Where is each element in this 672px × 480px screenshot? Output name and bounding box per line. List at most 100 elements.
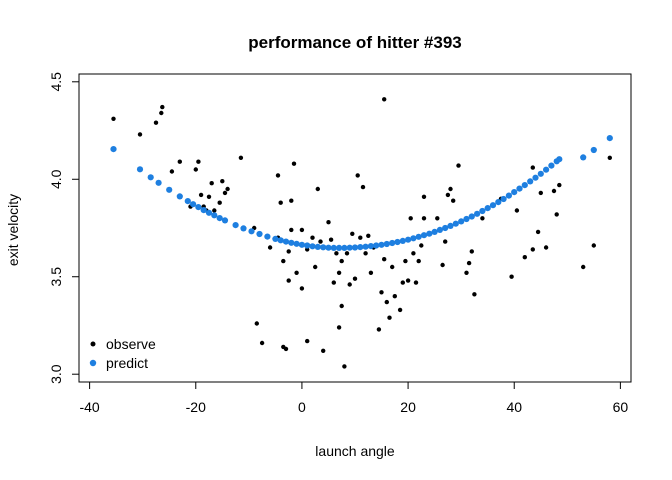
observed-point	[379, 290, 384, 295]
observed-point	[217, 200, 222, 205]
observed-point	[464, 270, 469, 275]
observed-point	[581, 264, 586, 270]
predicted-point	[147, 174, 154, 181]
observed-point	[405, 278, 411, 283]
observed-point	[466, 260, 472, 266]
observed-point	[267, 245, 273, 250]
observed-point	[275, 173, 281, 178]
legend: observe predict	[89, 336, 156, 371]
observed-point	[382, 97, 387, 102]
y-tick-label: 3.0	[48, 364, 64, 384]
predicted-point	[367, 243, 374, 250]
predicted-point	[389, 239, 396, 247]
observed-point	[360, 184, 366, 190]
predicted-point	[200, 207, 207, 214]
observed-point	[448, 186, 453, 192]
predicted-point	[341, 244, 348, 251]
observed-point	[291, 161, 297, 166]
y-tick-label: 3.5	[48, 267, 64, 287]
observed-point	[310, 235, 315, 240]
observed-point	[419, 243, 424, 248]
observed-point	[480, 216, 485, 221]
y-axis-label: exit velocity	[5, 194, 21, 266]
observed-point	[557, 182, 562, 188]
predicted-point	[190, 201, 197, 208]
observed-point	[400, 280, 405, 285]
predicted-point	[532, 174, 539, 181]
predicted-point	[304, 242, 311, 249]
observed-point	[440, 262, 445, 268]
observed-point	[305, 338, 310, 344]
observed-point	[220, 179, 225, 184]
predicted-point	[415, 233, 422, 240]
predicted-point	[155, 179, 162, 186]
y-axis: 3.0 3.5 4.0 4.5	[48, 72, 80, 384]
chart-title: performance of hitter #393	[248, 33, 462, 52]
predicted-point	[394, 238, 401, 246]
observed-point	[522, 255, 527, 260]
observed-point	[421, 194, 427, 199]
observed-point	[212, 208, 217, 213]
predicted-point	[232, 222, 239, 229]
observed-point	[358, 235, 363, 240]
observed-point	[368, 270, 374, 275]
observed-point	[331, 280, 336, 285]
predicted-point	[606, 135, 613, 142]
predicted-point	[426, 230, 433, 237]
observed-point	[363, 251, 368, 256]
observed-point	[169, 169, 175, 174]
predicted-point	[298, 241, 305, 248]
observed-point	[535, 229, 541, 235]
predicted-point	[288, 239, 295, 246]
predicted-point	[468, 213, 475, 220]
x-axis: -40 -20 0 20 40 60	[79, 381, 628, 415]
x-tick-label: -40	[79, 399, 99, 415]
predicted-point	[537, 170, 544, 177]
predicted-point	[293, 240, 300, 247]
predicted-point	[195, 204, 202, 211]
observed-point	[238, 155, 244, 160]
observed-point	[411, 251, 416, 256]
legend-label-predict: predict	[106, 355, 148, 371]
predicted-point	[110, 146, 117, 153]
data-points	[110, 97, 613, 369]
x-tick-label: 20	[400, 399, 416, 415]
observed-point	[408, 216, 413, 221]
observed-point	[392, 294, 397, 299]
observed-point	[254, 321, 259, 326]
observed-point	[421, 216, 427, 221]
predicted-point	[221, 217, 229, 224]
y-tick-label: 4.0	[48, 169, 64, 189]
predicted-point	[277, 237, 284, 244]
observed-point	[315, 186, 320, 192]
predicted-point	[489, 202, 497, 209]
predicted-point	[256, 230, 263, 238]
observed-point	[198, 192, 204, 198]
plot-frame	[78, 73, 632, 383]
observed-point	[313, 264, 318, 270]
predicted-point	[383, 240, 390, 248]
predicted-point	[479, 207, 486, 215]
observed-point	[344, 251, 350, 256]
observed-point	[206, 194, 212, 199]
observed-point	[289, 198, 294, 203]
predicted-point	[282, 238, 290, 245]
observed-point	[413, 280, 419, 285]
x-tick-label: -20	[186, 399, 206, 415]
observed-point	[382, 257, 387, 262]
predicted-point	[330, 244, 337, 251]
predicted-point	[590, 146, 597, 154]
observed-point	[286, 249, 291, 254]
predicted-point	[240, 225, 247, 232]
observed-point	[435, 216, 440, 221]
predicted-point	[248, 228, 255, 235]
observed-point	[352, 276, 358, 281]
predicted-point	[373, 242, 380, 249]
predicted-point	[176, 193, 183, 200]
predicted-point	[320, 244, 327, 251]
observed-point	[160, 104, 165, 110]
predicted-point	[410, 235, 417, 242]
observed-point	[607, 155, 612, 160]
x-axis-label: launch angle	[315, 443, 395, 459]
